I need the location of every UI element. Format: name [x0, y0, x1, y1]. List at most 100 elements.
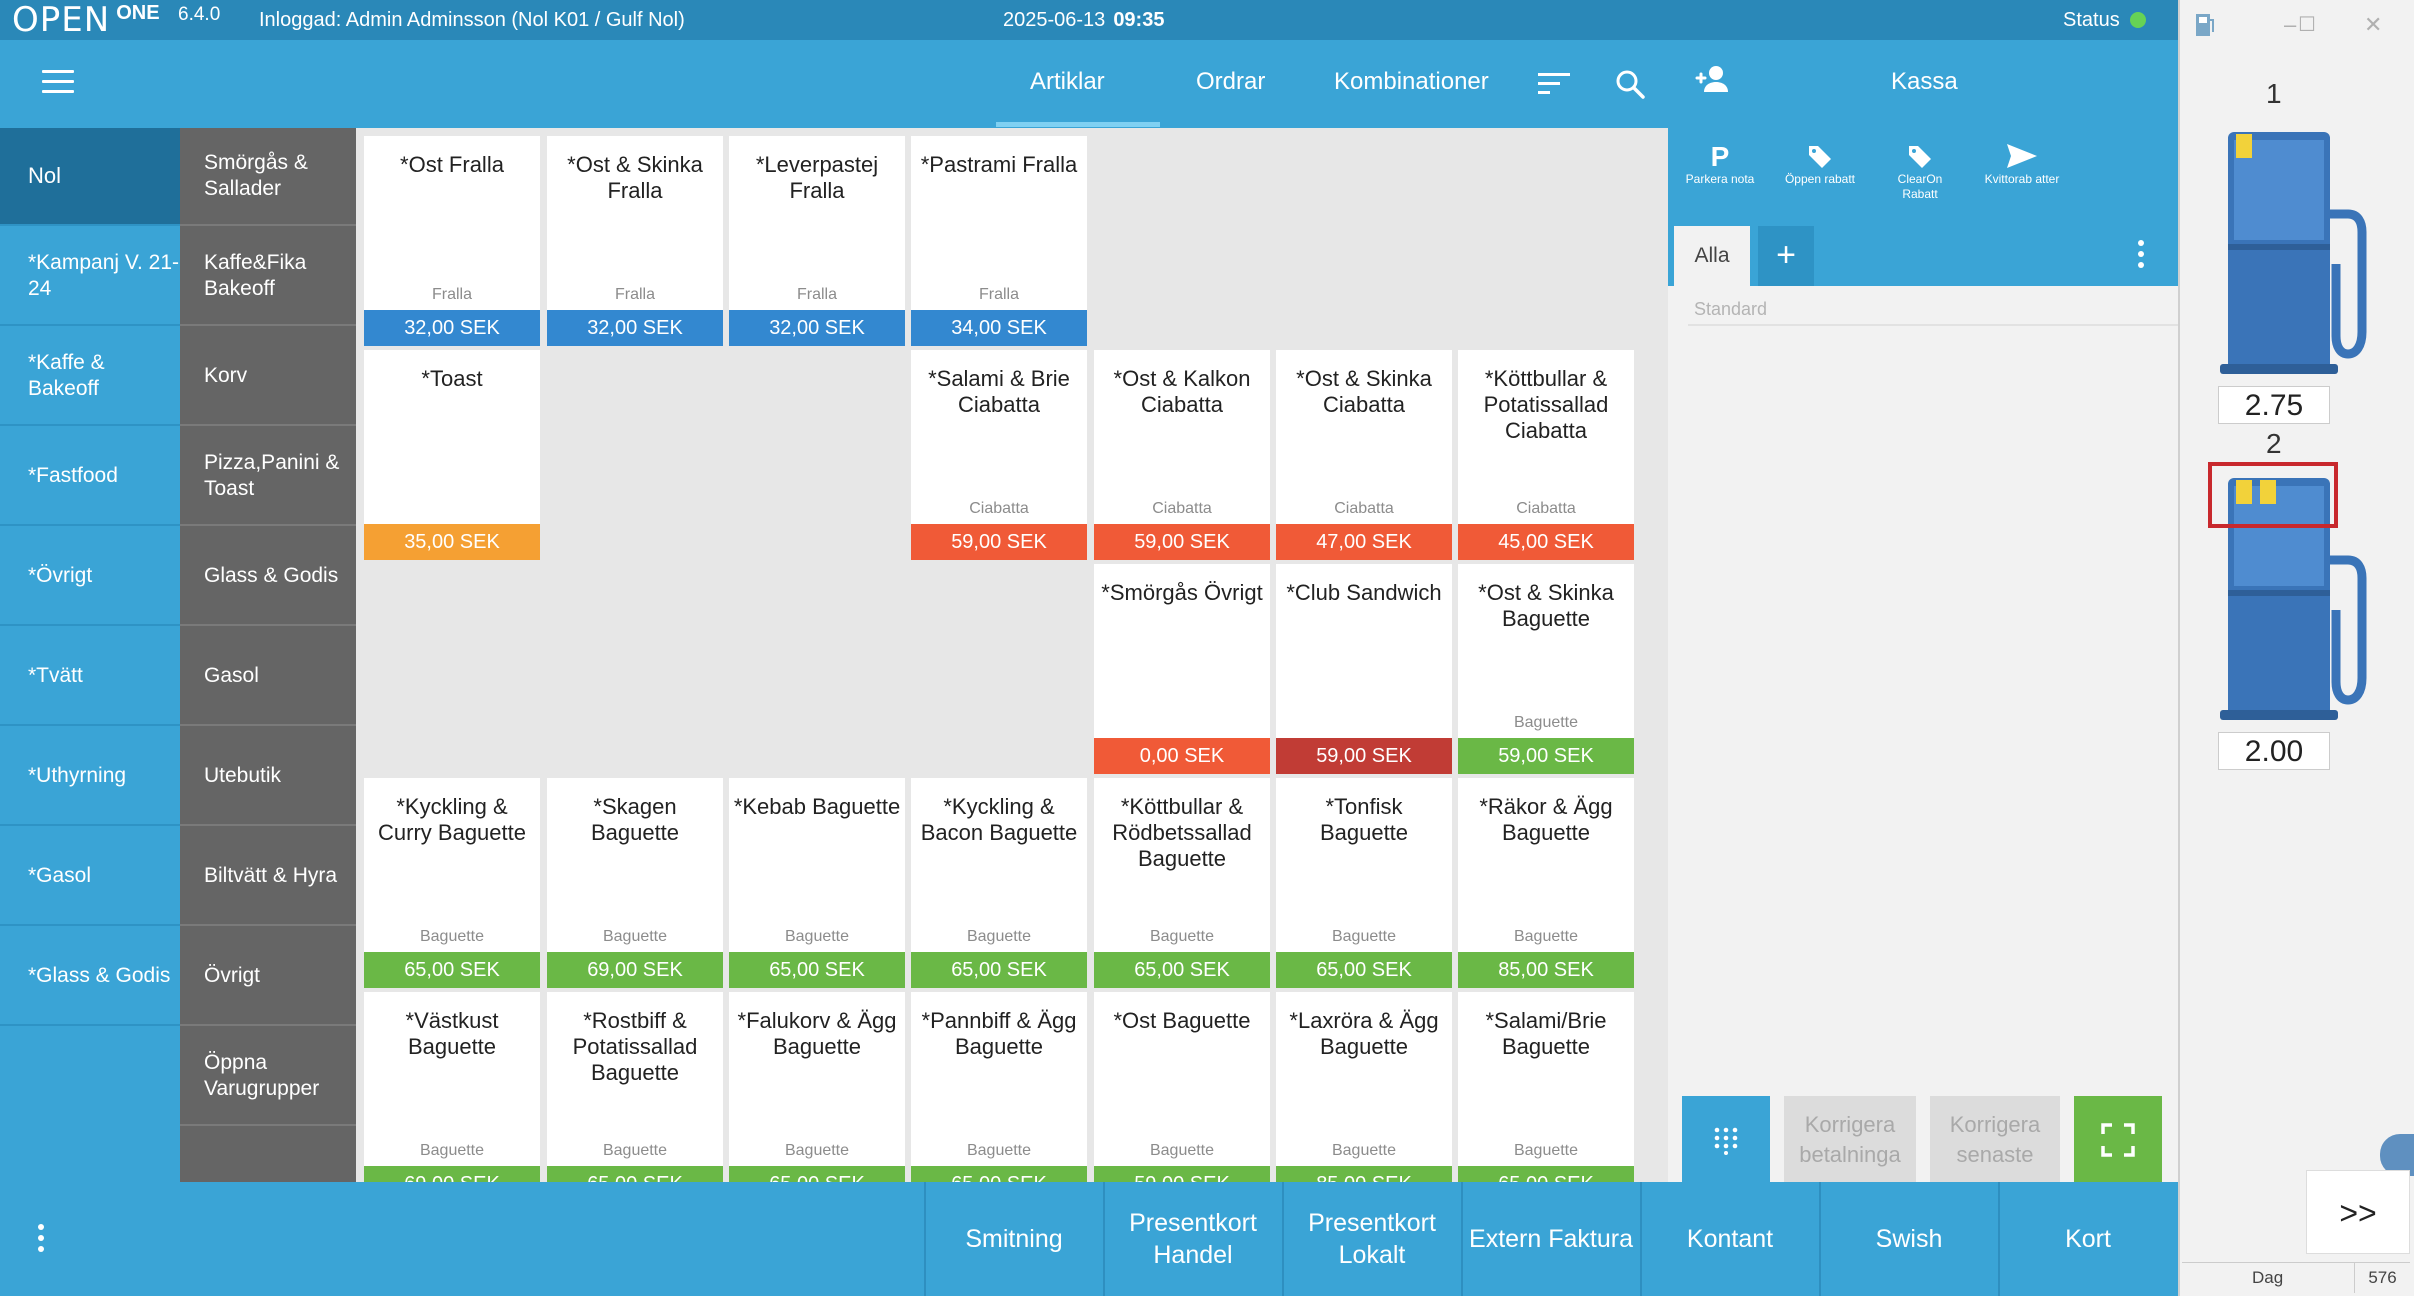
product-tile[interactable]: *Köttbullar & Rödbetssallad Baguette Bagu…	[1094, 778, 1270, 988]
product-tile[interactable]: *Smörgås Övrigt 0,00 SEK	[1094, 564, 1270, 774]
product-tile[interactable]: *Kyckling & Bacon Baguette Baguette 65,00 …	[911, 778, 1087, 988]
product-name: *Kyckling & Bacon Baguette	[920, 794, 1078, 845]
product-tile[interactable]: *Tonfisk Baguette Baguette 65,00 SEK	[1276, 778, 1452, 988]
product-tile[interactable]: *Salami/Brie Baguette Baguette 65,00 SEK	[1458, 992, 1634, 1182]
product-price: 65,00 SEK	[1276, 952, 1452, 988]
search-icon[interactable]	[1614, 68, 1646, 100]
product-tile[interactable]: *Rostbiff & Potatissallad Baguette Baguet…	[547, 992, 723, 1182]
group-item-nol[interactable]: Nol	[0, 128, 180, 226]
pos-window: OPEN ONE 6.4.0 Inloggad: Admin Adminsson…	[0, 0, 2178, 1296]
product-tile[interactable]: *Skagen Baguette Baguette 69,00 SEK	[547, 778, 723, 988]
group-item-gasol[interactable]: *Gasol	[0, 828, 180, 926]
fuel-pump-2-icon[interactable]	[2214, 470, 2374, 730]
side-tab-handle[interactable]	[2380, 1134, 2414, 1176]
product-price: 32,00 SEK	[547, 310, 723, 346]
subgroup-item-biltvatt[interactable]: Biltvätt & Hyra	[180, 828, 356, 926]
product-tile[interactable]: *Pastrami Fralla Fralla 34,00 SEK	[911, 136, 1087, 346]
product-tile[interactable]: *Falukorv & Ägg Baguette Baguette 65,00 SE…	[729, 992, 905, 1182]
group-item-kampanj[interactable]: *Kampanj V. 21-24	[0, 228, 180, 326]
product-tile[interactable]: *Salami & Brie Ciabatta Ciabatta 59,00 SEK	[911, 350, 1087, 560]
product-category: Baguette	[419, 928, 485, 945]
tab-kombinationer[interactable]: Kombinationer	[1334, 68, 1489, 95]
minimize-icon[interactable]: –	[2284, 12, 2297, 37]
subgroup-item-ovrigt[interactable]: Övrigt	[180, 928, 356, 1026]
product-tile[interactable]: *Räkor & Ägg Baguette Baguette 85,00 SEK	[1458, 778, 1634, 988]
subgroup-item-korv[interactable]: Korv	[180, 328, 356, 426]
top-status-bar: OPEN ONE 6.4.0 Inloggad: Admin Adminsson…	[0, 0, 2178, 40]
product-tile[interactable]: *Laxröra & Ägg Baguette Baguette 85,00 SEK	[1276, 992, 1452, 1182]
subgroup-item-gasol[interactable]: Gasol	[180, 628, 356, 726]
product-category: Baguette	[784, 928, 850, 945]
product-tile[interactable]: *Leverpastej Fralla Fralla 32,00 SEK	[729, 136, 905, 346]
product-tile[interactable]: *Toast 35,00 SEK	[364, 350, 540, 560]
product-price: 35,00 SEK	[364, 524, 540, 560]
product-price: 69,00 SEK	[364, 1166, 540, 1182]
next-pumps-button[interactable]: >>	[2306, 1170, 2410, 1254]
correct-payment-button[interactable]: Korrigera betalninga	[1784, 1096, 1916, 1184]
group-item-fastfood[interactable]: *Fastfood	[0, 428, 180, 526]
product-tile[interactable]: *Ost & Skinka Fralla Fralla 32,00 SEK	[547, 136, 723, 346]
subgroup-item-smorgas[interactable]: Smörgås & Sallader	[180, 128, 356, 226]
sort-icon[interactable]	[1538, 73, 1570, 95]
subgroup-item-kaffe-fika[interactable]: Kaffe&Fika Bakeoff	[180, 228, 356, 326]
pay-gift-card-local-button[interactable]: Presentkort Lokalt	[1282, 1182, 1460, 1296]
add-customer-icon[interactable]	[1692, 64, 1732, 94]
product-tile[interactable]: *Kebab Baguette Baguette 65,00 SEK	[729, 778, 905, 988]
time: 09:35	[1113, 9, 1165, 31]
pay-gift-card-store-button[interactable]: Presentkort Handel	[1103, 1182, 1281, 1296]
receipt-discount-button[interactable]: Kvittorab atter	[1984, 140, 2060, 187]
pay-cash-button[interactable]: Kontant	[1640, 1182, 1818, 1296]
product-tile[interactable]: *Ost & Skinka Baguette Baguette 59,00 SEK	[1458, 564, 1634, 774]
pay-external-invoice-button[interactable]: Extern Faktura	[1461, 1182, 1639, 1296]
maximize-icon[interactable]: ☐	[2298, 14, 2316, 36]
product-tile[interactable]: *Västkust Baguette Baguette 69,00 SEK	[364, 992, 540, 1182]
product-price: 0,00 SEK	[1094, 738, 1270, 774]
product-price: 65,00 SEK	[911, 1166, 1087, 1182]
product-category: Fralla	[796, 286, 837, 303]
cart-more-options-icon[interactable]	[2138, 240, 2146, 270]
cart-tab-all[interactable]: Alla	[1674, 226, 1750, 286]
product-tile[interactable]: *Ost & Skinka Ciabatta Ciabatta 47,00 SEK	[1276, 350, 1452, 560]
clearon-discount-button[interactable]: ClearOn Rabatt	[1882, 140, 1958, 202]
more-options-icon[interactable]	[38, 1224, 46, 1257]
group-item-glass-godis[interactable]: *Glass & Godis	[0, 928, 180, 1026]
product-category: Ciabatta	[1152, 500, 1212, 517]
fullscreen-button[interactable]	[2074, 1096, 2162, 1184]
subgroup-list: Smörgås & Sallader Kaffe&Fika Bakeoff Ko…	[180, 128, 356, 1182]
subgroup-item-pizza[interactable]: Pizza,Panini & Toast	[180, 428, 356, 526]
add-cart-tab-button[interactable]: +	[1758, 226, 1814, 286]
subgroup-item-utebutik[interactable]: Utebutik	[180, 728, 356, 826]
product-name: *Laxröra & Ägg Baguette	[1289, 1008, 1439, 1059]
correct-last-button[interactable]: Korrigera senaste	[1930, 1096, 2060, 1184]
group-item-uthyrning[interactable]: *Uthyrning	[0, 728, 180, 826]
open-discount-button[interactable]: Öppen rabatt	[1782, 140, 1858, 187]
product-tile[interactable]: *Pannbiff & Ägg Baguette Baguette 65,00 SE…	[911, 992, 1087, 1182]
pay-swish-button[interactable]: Swish	[1819, 1182, 1997, 1296]
tab-artiklar[interactable]: Artiklar	[1030, 68, 1105, 95]
park-receipt-button[interactable]: P Parkera nota	[1682, 140, 1758, 187]
pay-card-button[interactable]: Kort	[1998, 1182, 2176, 1296]
subgroup-item-glass[interactable]: Glass & Godis	[180, 528, 356, 626]
product-tile[interactable]: *Ost Fralla Fralla 32,00 SEK	[364, 136, 540, 346]
pump-app-icon	[2196, 14, 2214, 36]
tab-ordrar[interactable]: Ordrar	[1196, 68, 1266, 95]
keypad-button[interactable]	[1682, 1096, 1770, 1184]
pump-2-highlight	[2208, 462, 2338, 528]
group-item-ovrigt[interactable]: *Övrigt	[0, 528, 180, 626]
product-name: *Salami & Brie Ciabatta	[928, 366, 1070, 417]
product-tile[interactable]: *Kyckling & Curry Baguette Baguette 65,00 …	[364, 778, 540, 988]
product-price: 59,00 SEK	[1458, 738, 1634, 774]
group-item-kaffe-bakeoff[interactable]: *Kaffe & Bakeoff	[0, 328, 180, 426]
pay-smitning-button[interactable]: Smitning	[924, 1182, 1102, 1296]
hamburger-menu-icon[interactable]	[42, 70, 74, 96]
fuel-pump-1-icon[interactable]	[2214, 124, 2374, 384]
product-tile[interactable]: *Ost Baguette Baguette 59,00 SEK	[1094, 992, 1270, 1182]
product-tile[interactable]: *Köttbullar & Potatissallad Ciabatta Ciab…	[1458, 350, 1634, 560]
close-icon[interactable]: ✕	[2364, 12, 2383, 37]
product-category: Fralla	[978, 286, 1019, 303]
day-counter: Dag 576	[2182, 1262, 2410, 1293]
group-item-tvatt[interactable]: *Tvätt	[0, 628, 180, 726]
product-tile[interactable]: *Club Sandwich 59,00 SEK	[1276, 564, 1452, 774]
subgroup-item-oppna[interactable]: Öppna Varugrupper	[180, 1028, 356, 1126]
product-tile[interactable]: *Ost & Kalkon Ciabatta Ciabatta 59,00 SEK	[1094, 350, 1270, 560]
